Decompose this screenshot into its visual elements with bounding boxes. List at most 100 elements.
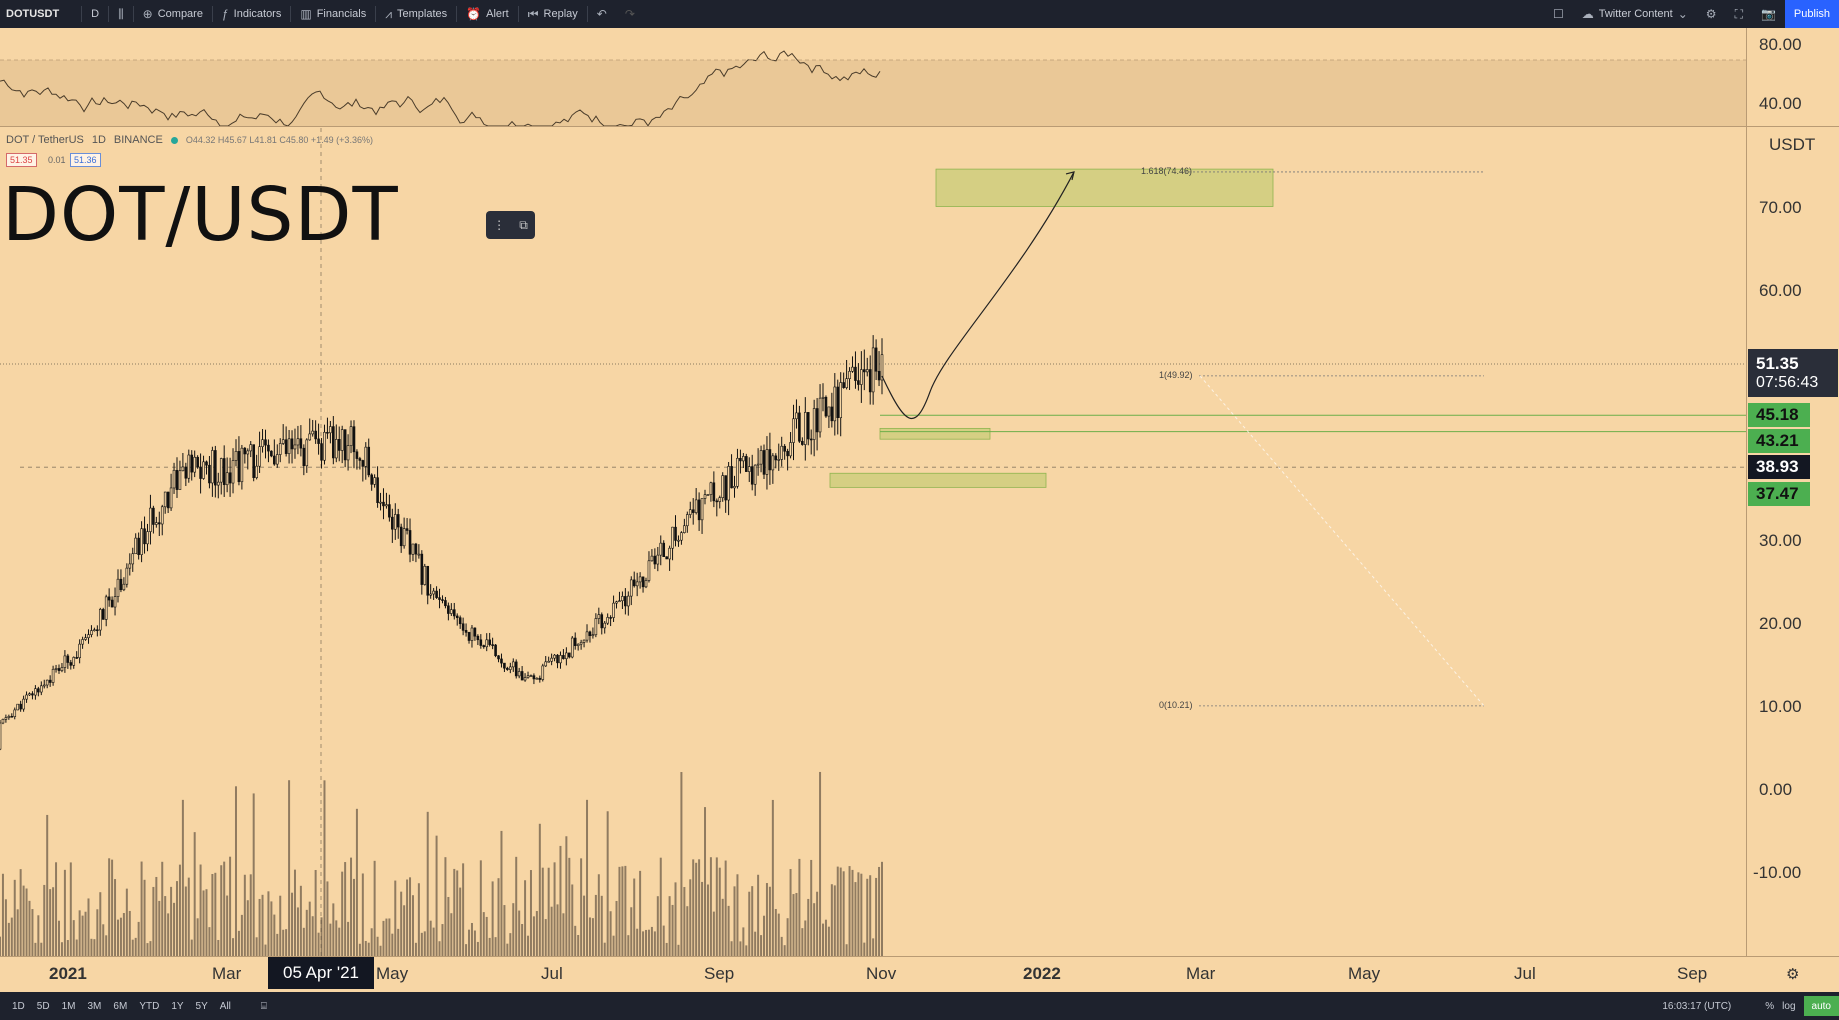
range-button[interactable]: 1M xyxy=(61,1000,76,1012)
templates-icon: ⩘ xyxy=(385,6,393,21)
symbol-search[interactable]: DOTUSDT xyxy=(6,8,60,20)
range-button[interactable]: YTD xyxy=(139,1000,160,1012)
range-button[interactable]: 1D xyxy=(12,1000,25,1012)
candle-body xyxy=(37,688,40,693)
volume-bar xyxy=(824,919,827,956)
indicators-button[interactable]: ƒ Indicators xyxy=(213,0,290,28)
range-button[interactable]: 1Y xyxy=(171,1000,184,1012)
level-tag: 45.18 xyxy=(1748,403,1810,427)
alert-button[interactable]: ⏰ Alert xyxy=(457,0,518,28)
volume-bar xyxy=(518,910,521,956)
range-button[interactable]: All xyxy=(219,1000,231,1012)
volume-bar xyxy=(774,908,777,956)
range-button[interactable]: 3M xyxy=(87,1000,102,1012)
bid-price[interactable]: 51.35 xyxy=(6,153,37,167)
volume-bar xyxy=(662,925,665,956)
candle-body xyxy=(877,370,881,381)
candle-body xyxy=(370,474,373,485)
pane-divider[interactable] xyxy=(0,126,1839,127)
volume-bar xyxy=(583,895,586,956)
ask-price[interactable]: 51.36 xyxy=(70,153,101,167)
volume-bar xyxy=(527,935,530,956)
volume-bar xyxy=(155,876,158,956)
undo-button[interactable]: ↶ xyxy=(588,0,616,28)
candle-body xyxy=(172,469,176,489)
publish-button[interactable]: Publish xyxy=(1784,0,1839,28)
volume-bar xyxy=(798,858,801,956)
candle-body xyxy=(264,439,267,446)
candle-body xyxy=(420,553,424,585)
floating-drawing-toolbar[interactable]: ⋮ ⧉ xyxy=(486,211,535,239)
volume-bar xyxy=(804,920,807,956)
snapshot-button[interactable]: 📷 xyxy=(1752,0,1785,28)
time-axis[interactable]: 2021 Mar May Jul Sep Nov 2022 Mar May Ju… xyxy=(0,956,1839,993)
volume-bar xyxy=(559,845,562,956)
redo-button[interactable]: ↷ xyxy=(616,0,644,28)
compare-button[interactable]: ⊕ Compare xyxy=(134,0,212,28)
candle-body xyxy=(90,630,93,635)
candle-body xyxy=(821,396,825,399)
candle-body xyxy=(532,675,536,680)
candle-body xyxy=(538,677,542,680)
replay-button[interactable]: ⏮ Replay xyxy=(519,0,587,28)
volume-bar xyxy=(414,942,417,956)
candle-body xyxy=(193,456,196,473)
candle-body xyxy=(618,600,621,603)
volume-bar xyxy=(479,860,482,956)
candle-body xyxy=(880,354,884,381)
range-button[interactable]: 6M xyxy=(113,1000,128,1012)
candle-body xyxy=(385,504,388,507)
volume-bar xyxy=(4,899,7,956)
settings-button[interactable]: ⚙ xyxy=(1697,0,1726,28)
layout-name-button[interactable]: ☁ Twitter Content ⌄ xyxy=(1573,0,1697,28)
interval-button[interactable]: D xyxy=(91,8,100,20)
candle-body xyxy=(393,514,397,530)
volume-bar xyxy=(444,857,447,956)
volume-bar xyxy=(860,873,863,956)
fullscreen-button[interactable]: ⛶ xyxy=(1726,0,1752,28)
log-toggle[interactable]: log xyxy=(1782,1000,1796,1012)
templates-button[interactable]: ⩘ Templates xyxy=(376,0,456,28)
candle-body xyxy=(379,501,382,504)
candle-body xyxy=(854,366,857,381)
range-button[interactable]: 5D xyxy=(36,1000,50,1012)
volume-bar xyxy=(671,904,674,956)
price-chart[interactable] xyxy=(0,128,1746,956)
volume-bar xyxy=(789,869,792,956)
candle-body xyxy=(287,438,291,454)
volume-bar xyxy=(394,880,397,956)
candle-body xyxy=(143,528,146,545)
oscillator-band xyxy=(0,60,1746,126)
price-axis-label: -10.00 xyxy=(1753,863,1802,882)
percent-toggle[interactable]: % xyxy=(1765,1000,1775,1012)
candle-body xyxy=(750,466,754,485)
candle-body xyxy=(125,567,129,585)
group-icon[interactable]: ⧉ xyxy=(519,217,528,232)
volume-bar xyxy=(302,927,305,956)
utc-clock[interactable]: 16:03:17 (UTC) xyxy=(1662,1000,1732,1012)
chart-type-button[interactable]: ⫼ xyxy=(109,0,133,28)
candle-body xyxy=(491,644,494,646)
candle-body xyxy=(399,526,403,547)
auto-toggle[interactable]: auto xyxy=(1803,996,1839,1016)
candle-body xyxy=(865,369,869,373)
axis-settings-icon[interactable]: ⚙ xyxy=(1786,966,1800,983)
financials-button[interactable]: ▥ Financials xyxy=(291,0,375,28)
candle-body xyxy=(756,463,760,466)
candle-body xyxy=(311,430,314,435)
price-axis[interactable]: 80.00 40.00 USDT 70.00 60.00 30.00 20.00… xyxy=(1746,28,1839,956)
volume-bar xyxy=(338,927,341,956)
volume-bar xyxy=(848,866,851,956)
volume-bar xyxy=(128,910,131,956)
goto-date-icon[interactable]: ⌸ xyxy=(260,1000,267,1012)
candle-body xyxy=(709,482,713,495)
candle-body xyxy=(31,693,34,696)
candle-body xyxy=(39,685,43,693)
oscillator-pane[interactable] xyxy=(0,28,1746,126)
layout-select-button[interactable]: ☐ xyxy=(1544,0,1573,28)
range-button[interactable]: 5Y xyxy=(195,1000,208,1012)
volume-bar xyxy=(494,937,497,956)
volume-bar xyxy=(453,868,456,956)
volume-bar xyxy=(695,862,698,956)
drag-handle-icon[interactable]: ⋮ xyxy=(493,218,506,232)
